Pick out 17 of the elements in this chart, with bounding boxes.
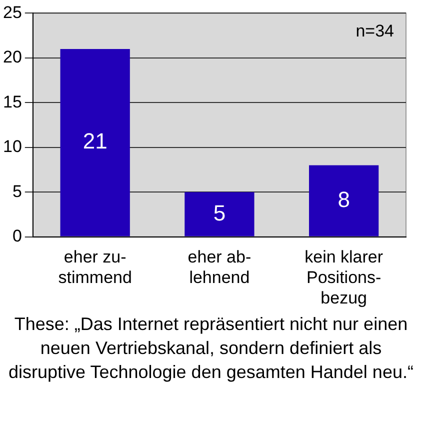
bar <box>184 192 254 236</box>
x-tick-label: eher zu- stimmend <box>58 248 132 288</box>
text: These: „Das Internet repräsentiert nicht nur einen neuen Vertriebskanal, sondern definiert als disruptive Technologie den gesamten Handel neu.“ <box>8 313 414 384</box>
y-tick-label: 20 <box>2 48 22 67</box>
data-label: 8 <box>338 186 350 212</box>
y-tick-label: 15 <box>2 92 22 112</box>
data-label: 5 <box>213 200 226 226</box>
y-tick-label: 25 <box>2 2 22 22</box>
annotation: n=34 <box>356 21 394 40</box>
y-tick-label: 5 <box>12 182 22 201</box>
x-tick-label: eher ab- lehnend <box>188 248 252 288</box>
data-label: 21 <box>82 128 108 154</box>
bar <box>308 165 379 236</box>
y-tick-label: 10 <box>2 137 22 156</box>
x-tick-label: kein klarer Positions- bezug <box>304 248 384 308</box>
bar <box>60 48 130 236</box>
y-tick-label: 0 <box>12 226 22 246</box>
